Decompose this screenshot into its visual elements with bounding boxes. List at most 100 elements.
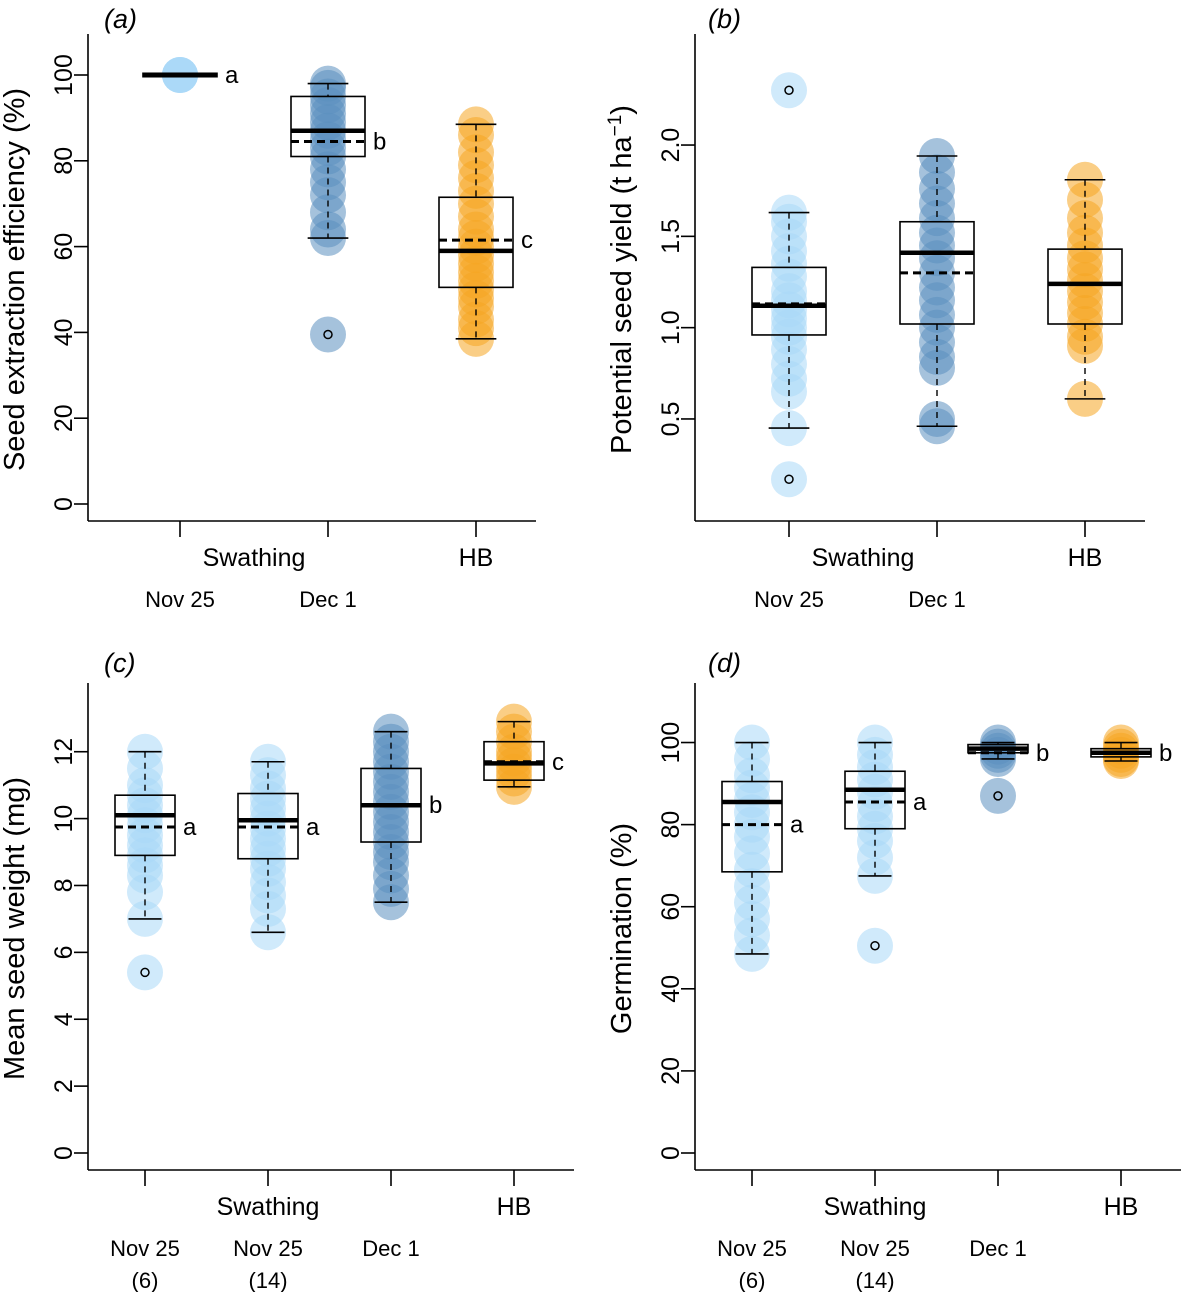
significance-letter: a <box>306 814 320 841</box>
x-category-label: Nov 25 <box>110 1236 180 1261</box>
panel-a: (a) 0 20 40 60 80 100 Seed extraction efficienc… <box>0 4 536 612</box>
y-axis-title: Potential seed yield (t ha−1) <box>605 105 639 454</box>
y-tick-label: 20 <box>50 404 78 432</box>
category-0: a <box>721 724 804 972</box>
box <box>438 196 514 289</box>
data-point <box>127 954 163 991</box>
y-tick-label: 10 <box>50 805 78 833</box>
significance-letter: b <box>429 792 442 819</box>
data-point <box>857 927 893 964</box>
y-tick-label: 2.0 <box>657 128 685 163</box>
y-tick-label: 1.5 <box>657 219 685 254</box>
panel-label: (b) <box>708 4 741 34</box>
data-point <box>1067 327 1103 364</box>
y-tick-label: 0 <box>50 497 78 511</box>
y-axis-title: Mean seed weight (mg) <box>0 777 31 1080</box>
y-tick-label: 100 <box>50 54 78 96</box>
category-0: a <box>114 733 197 991</box>
box <box>114 794 176 857</box>
y-tick-label: 12 <box>50 738 78 766</box>
x-category-label: Nov 25 <box>717 1236 787 1261</box>
panel-label: (c) <box>104 648 135 678</box>
category-2: c <box>438 106 533 357</box>
y-tick-label: 80 <box>50 147 78 175</box>
x-category-label: Dec 1 <box>969 1236 1026 1261</box>
x-group-label: Swathing <box>812 544 915 572</box>
outlier-point <box>870 940 880 951</box>
significance-letter: b <box>373 128 386 155</box>
category-3: b <box>1090 724 1172 779</box>
panel-b: (b) 0.5 1.0 1.5 2.0 Potential seed yield (t h… <box>605 4 1145 612</box>
x-group-label: HB <box>1068 544 1103 572</box>
category-1 <box>899 138 975 445</box>
significance-letter: c <box>552 749 564 776</box>
x-category-sublabel: (14) <box>855 1268 894 1292</box>
data-point <box>310 316 346 353</box>
y-tick-label: 0 <box>50 1146 78 1160</box>
x-group-label: HB <box>459 544 494 572</box>
significance-letter: a <box>913 789 927 816</box>
x-group-label: Swathing <box>824 1193 927 1221</box>
x-group-label: Swathing <box>217 1193 320 1221</box>
x-category-sublabel: (6) <box>132 1268 159 1292</box>
outlier-point <box>140 967 150 978</box>
y-tick-label: 6 <box>50 945 78 959</box>
category-2 <box>1047 161 1123 417</box>
outlier-point <box>993 791 1003 801</box>
outlier-point <box>784 85 794 96</box>
box <box>290 95 366 158</box>
y-tick-label: 8 <box>50 879 78 893</box>
x-group-label: HB <box>497 1193 532 1221</box>
x-category-label: Dec 1 <box>362 1236 419 1261</box>
x-category-label: Dec 1 <box>299 587 356 612</box>
x-category-label: Nov 25 <box>754 587 824 612</box>
box <box>721 780 783 873</box>
panel-label: (a) <box>104 4 137 34</box>
data-point <box>771 461 807 498</box>
data-point <box>980 777 1016 814</box>
x-group-label: HB <box>1104 1193 1139 1221</box>
box <box>844 770 906 830</box>
box <box>751 266 827 336</box>
y-tick-label: 40 <box>657 975 685 1003</box>
y-tick-label: 0 <box>657 1146 685 1160</box>
category-2: b <box>967 724 1049 814</box>
y-tick-label: 4 <box>50 1012 78 1026</box>
significance-letter: a <box>183 814 197 841</box>
y-tick-label: 2 <box>50 1079 78 1093</box>
data-point <box>919 349 955 386</box>
y-axis-title: Germination (%) <box>606 823 638 1034</box>
category-2: b <box>360 713 442 921</box>
category-0: a <box>142 57 239 93</box>
significance-letter: b <box>1159 740 1172 767</box>
category-1: a <box>237 743 320 951</box>
significance-letter: b <box>1036 740 1049 767</box>
y-tick-label: 20 <box>657 1057 685 1085</box>
y-axis-title: Seed extraction efficiency (%) <box>0 88 31 471</box>
y-tick-label: 100 <box>657 722 685 764</box>
panel-label: (d) <box>708 648 741 678</box>
category-1: b <box>290 65 386 353</box>
panel-c: (c) 0 2 4 6 8 10 12 Mean seed weight (mg) Nov 25 (… <box>0 648 574 1292</box>
x-category-label: Nov 25 <box>233 1236 303 1261</box>
significance-letter: a <box>790 812 804 839</box>
y-tick-label: 80 <box>657 811 685 839</box>
category-0 <box>751 72 827 498</box>
outlier-point <box>323 329 333 340</box>
outlier-point <box>784 474 794 484</box>
box <box>1047 248 1123 325</box>
y-tick-label: 1.0 <box>657 310 685 345</box>
y-tick-label: 60 <box>657 893 685 921</box>
x-category-label: Dec 1 <box>908 587 965 612</box>
data-point <box>771 72 807 109</box>
x-category-label: Nov 25 <box>145 587 215 612</box>
significance-letter: a <box>225 62 239 89</box>
x-category-sublabel: (6) <box>739 1268 766 1292</box>
y-tick-label: 60 <box>50 233 78 261</box>
category-1: a <box>844 724 927 964</box>
x-category-label: Nov 25 <box>840 1236 910 1261</box>
x-category-sublabel: (14) <box>248 1268 287 1292</box>
y-tick-label: 0.5 <box>657 402 685 437</box>
x-group-label: Swathing <box>203 544 306 572</box>
